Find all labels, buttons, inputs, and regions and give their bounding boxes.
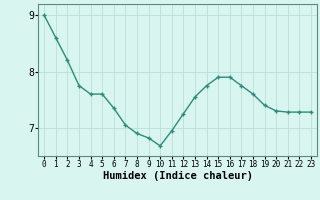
X-axis label: Humidex (Indice chaleur): Humidex (Indice chaleur)	[103, 171, 252, 181]
